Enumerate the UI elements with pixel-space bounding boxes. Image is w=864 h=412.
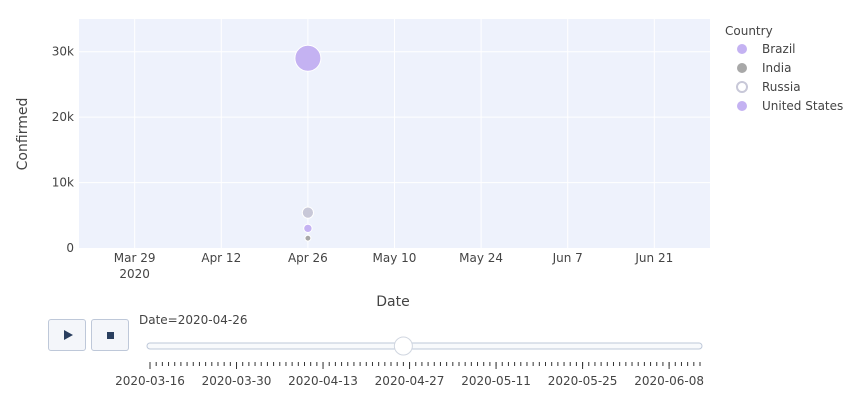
slider-tick-label: 2020-04-27 <box>375 374 445 388</box>
slider-tick-label: 2020-04-13 <box>288 374 358 388</box>
legend-marker <box>737 44 747 54</box>
play-icon <box>63 330 73 340</box>
x-tick-label: May 10 <box>373 251 417 265</box>
legend-marker <box>736 81 748 93</box>
x-tick-label: Jun 21 <box>634 251 673 265</box>
legend-label: India <box>762 61 791 75</box>
data-point-brazil[interactable] <box>303 223 313 234</box>
x-axis-ticks: Mar 29 2020 Apr 12 Apr 26 May 10 May 24 Jun 7 J… <box>114 251 673 281</box>
legend-label: Russia <box>762 80 801 94</box>
x-tick-label: Apr 12 <box>201 251 241 265</box>
slider-tick-label: 2020-06-08 <box>634 374 704 388</box>
legend-marker <box>737 101 747 111</box>
slider-tick-label: 2020-03-30 <box>202 374 272 388</box>
slider-tick-label: 2020-03-16 <box>115 374 185 388</box>
data-point-united-states[interactable] <box>294 44 322 72</box>
data-points <box>294 44 322 242</box>
y-tick-label: 10k <box>52 176 74 190</box>
legend-label: Brazil <box>762 42 796 56</box>
y-axis-title: Confirmed <box>15 98 31 171</box>
x-tick-sublabel: 2020 <box>119 267 150 281</box>
play-button[interactable] <box>48 319 86 351</box>
legend: Country Brazil India Russia United States <box>725 24 843 113</box>
y-tick-label: 30k <box>52 45 74 59</box>
slider-track[interactable] <box>146 342 703 350</box>
legend-title: Country <box>725 24 773 38</box>
data-point-india[interactable] <box>304 234 312 242</box>
data-point-russia[interactable] <box>301 206 315 219</box>
slider-tick-label: 2020-05-25 <box>548 374 618 388</box>
slider-handle[interactable] <box>393 336 413 356</box>
x-tick-label: Mar 29 <box>114 251 156 265</box>
y-axis-ticks: 0 10k 20k 30k <box>52 45 74 255</box>
legend-marker <box>737 63 747 73</box>
legend-label: United States <box>762 99 843 113</box>
date-slider[interactable]: 2020-03-16 2020-03-30 2020-04-13 2020-04-27… <box>115 336 704 388</box>
legend-item-russia[interactable]: Russia <box>736 80 801 94</box>
legend-item-brazil[interactable]: Brazil <box>737 42 796 56</box>
y-tick-label: 20k <box>52 110 74 124</box>
y-tick-label: 0 <box>66 241 74 255</box>
slider-tick-label: 2020-05-11 <box>461 374 531 388</box>
stop-icon <box>106 331 114 339</box>
stop-button[interactable] <box>91 319 129 351</box>
slider-current-value: Date=2020-04-26 <box>139 313 248 327</box>
x-axis-title: Date <box>376 294 409 310</box>
legend-item-united-states[interactable]: United States <box>737 99 843 113</box>
legend-item-india[interactable]: India <box>737 61 791 75</box>
x-tick-label: Apr 26 <box>288 251 328 265</box>
x-tick-label: May 24 <box>459 251 503 265</box>
x-tick-label: Jun 7 <box>552 251 583 265</box>
